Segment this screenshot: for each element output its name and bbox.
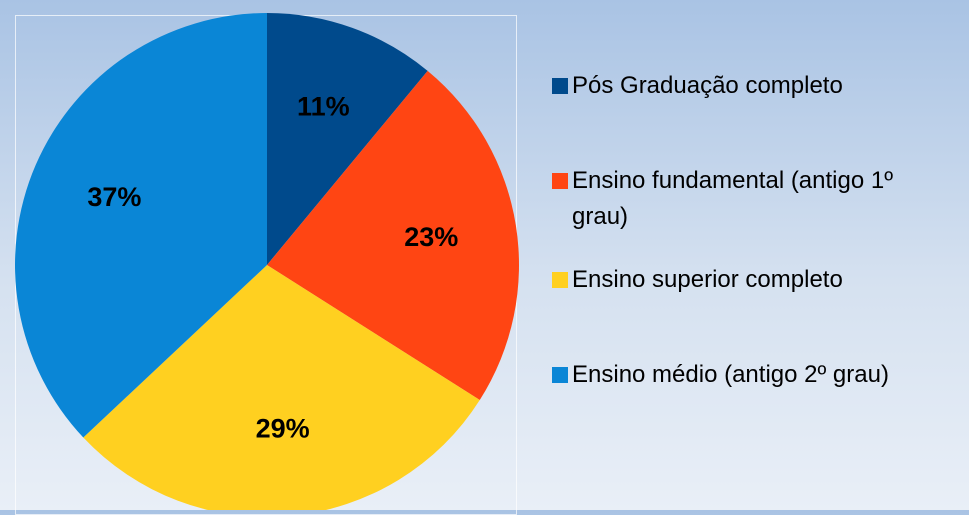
pie-slice (267, 13, 428, 265)
legend-item: Ensino fundamental (antigo 1º grau) (552, 163, 942, 235)
legend-label: Ensino superior completo (572, 266, 843, 293)
legend-label: Ensino fundamental (antigo 1º grau) (572, 167, 893, 230)
data-label: 11% (297, 92, 350, 122)
pie-slice (15, 13, 267, 438)
legend-item: Pós Graduação completo (552, 68, 942, 104)
data-label: 37% (87, 182, 141, 212)
data-label: 23% (404, 222, 458, 252)
legend-swatch (552, 78, 568, 94)
legend-item: Ensino médio (antigo 2º grau) (552, 357, 942, 393)
pie-slice (267, 70, 520, 401)
legend-swatch (552, 272, 568, 288)
legend-item: Ensino superior completo (552, 262, 942, 298)
legend-label: Pós Graduação completo (572, 72, 843, 99)
legend-swatch (552, 367, 568, 383)
legend-swatch (552, 173, 568, 189)
legend-label: Ensino médio (antigo 2º grau) (572, 361, 889, 388)
pie-slice (83, 265, 480, 510)
data-label: 29% (256, 414, 310, 444)
